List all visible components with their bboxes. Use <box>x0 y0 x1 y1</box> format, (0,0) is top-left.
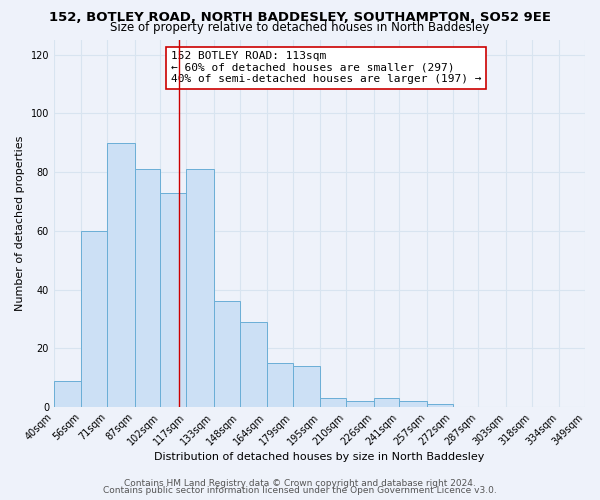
Bar <box>160 192 186 407</box>
Bar <box>346 401 374 407</box>
Text: Size of property relative to detached houses in North Baddesley: Size of property relative to detached ho… <box>110 21 490 34</box>
X-axis label: Distribution of detached houses by size in North Baddesley: Distribution of detached houses by size … <box>154 452 485 462</box>
Bar <box>427 404 452 407</box>
Bar <box>267 363 293 407</box>
Bar <box>107 143 134 407</box>
Text: Contains HM Land Registry data © Crown copyright and database right 2024.: Contains HM Land Registry data © Crown c… <box>124 478 476 488</box>
Bar <box>374 398 400 407</box>
Bar <box>134 169 160 407</box>
Bar <box>239 322 267 407</box>
Bar <box>82 231 107 407</box>
Text: 152, BOTLEY ROAD, NORTH BADDESLEY, SOUTHAMPTON, SO52 9EE: 152, BOTLEY ROAD, NORTH BADDESLEY, SOUTH… <box>49 11 551 24</box>
Text: 152 BOTLEY ROAD: 113sqm
← 60% of detached houses are smaller (297)
40% of semi-d: 152 BOTLEY ROAD: 113sqm ← 60% of detache… <box>171 51 481 84</box>
Bar <box>400 401 427 407</box>
Bar <box>54 380 82 407</box>
Bar <box>293 366 320 407</box>
Bar <box>214 302 239 407</box>
Bar <box>186 169 214 407</box>
Bar <box>320 398 346 407</box>
Text: Contains public sector information licensed under the Open Government Licence v3: Contains public sector information licen… <box>103 486 497 495</box>
Y-axis label: Number of detached properties: Number of detached properties <box>15 136 25 311</box>
